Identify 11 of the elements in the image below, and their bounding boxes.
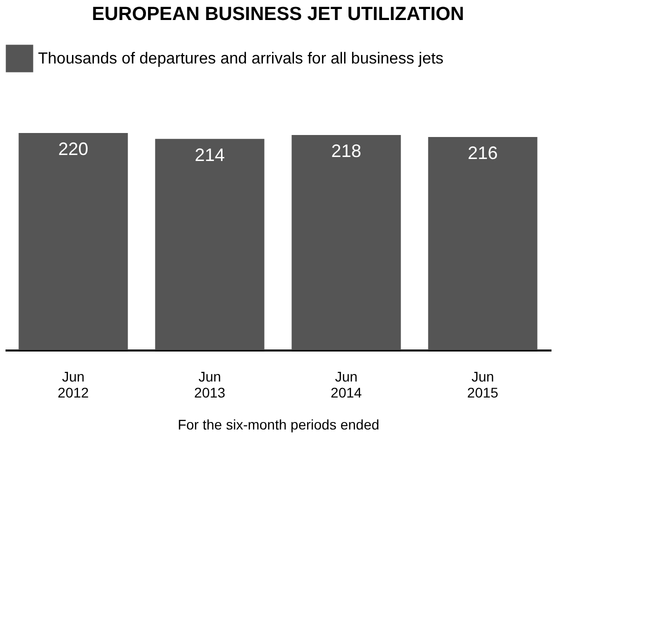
x-axis-title: For the six-month periods ended	[178, 416, 380, 432]
data-label: 218	[331, 140, 362, 161]
data-label: 220	[58, 139, 88, 159]
x-tick-label: Jun 2012	[58, 368, 90, 400]
x-tick-label: Jun 2013	[194, 368, 226, 400]
legend-label: Thousands of departures and arrivals for all business jets	[38, 50, 444, 68]
x-tick-label: Jun 2015	[467, 368, 499, 400]
data-label: 216	[468, 142, 498, 163]
data-label: 214	[194, 144, 225, 165]
chart-title: EUROPEAN BUSINESS JET UTILIZATION	[92, 4, 464, 25]
x-tick-label: Jun 2014	[330, 368, 362, 400]
